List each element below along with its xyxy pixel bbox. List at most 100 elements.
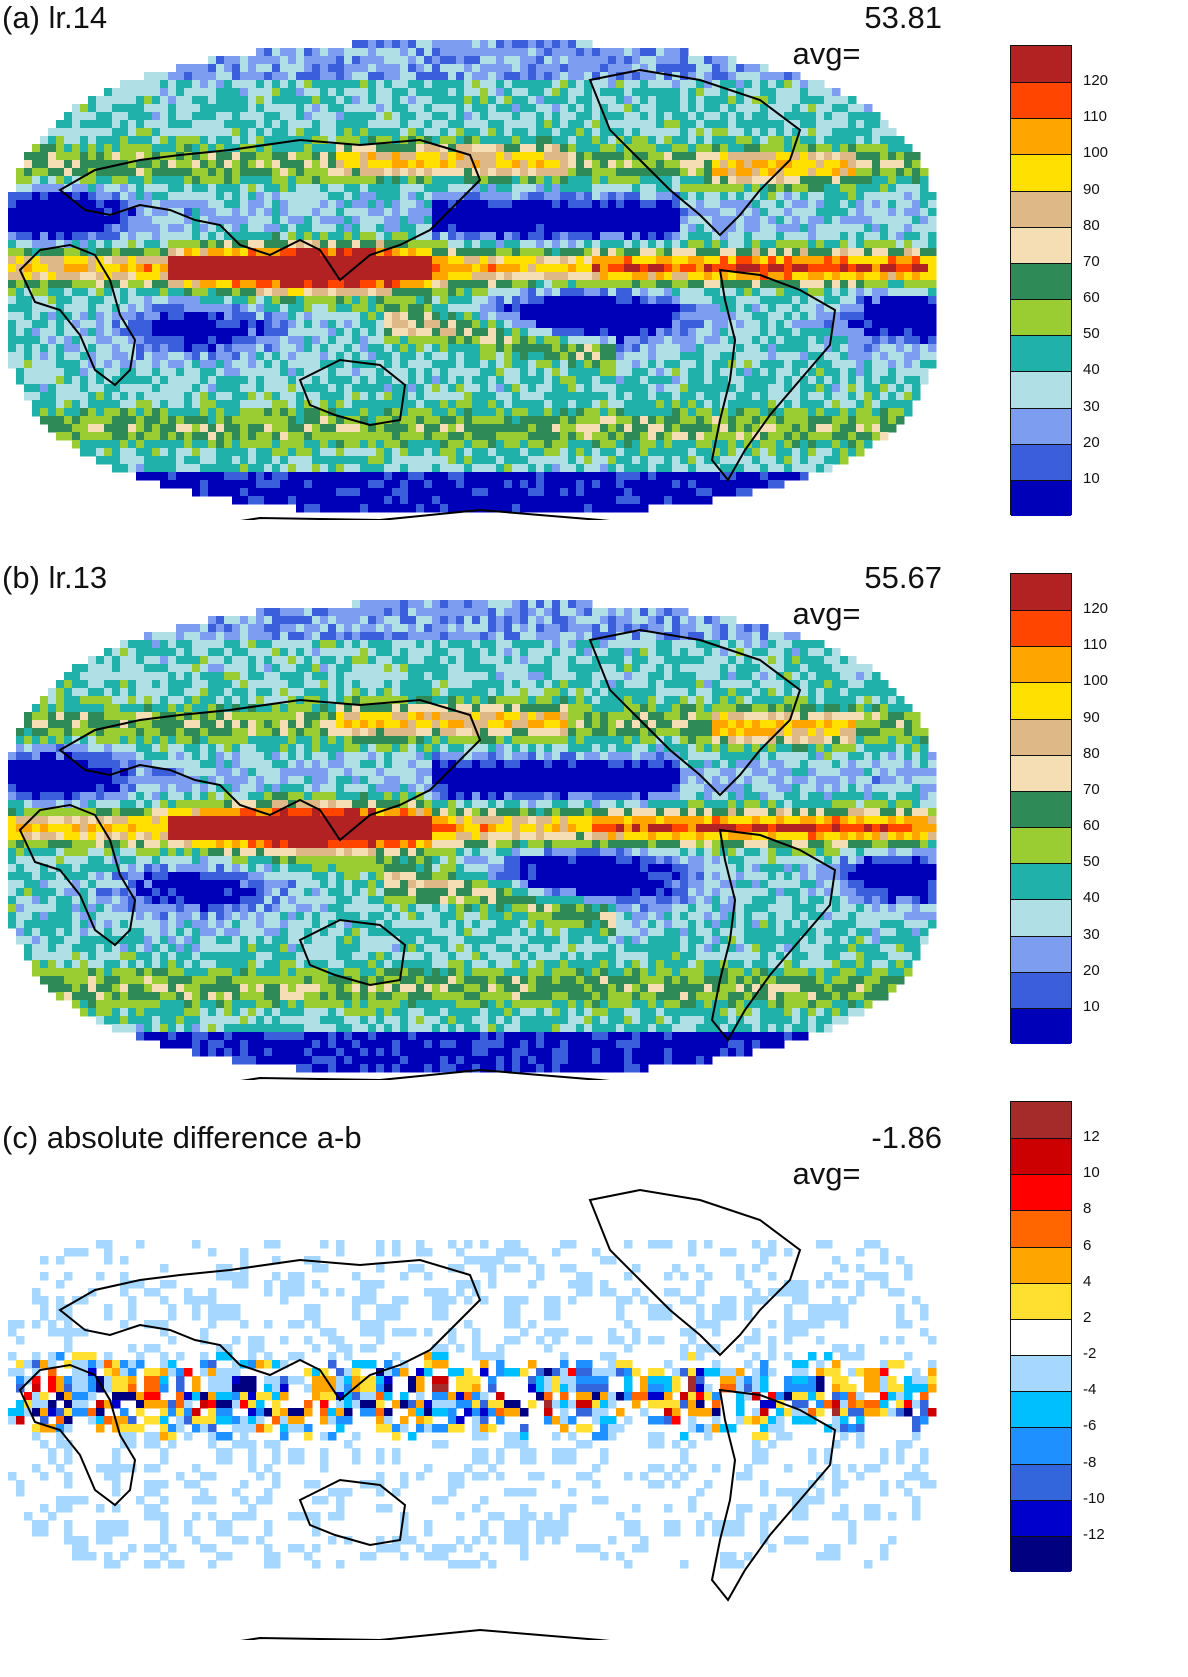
grid-cell <box>96 184 105 193</box>
grid-cell <box>440 200 449 209</box>
grid-cell <box>856 384 865 393</box>
grid-cell <box>320 344 329 353</box>
grid-cell <box>864 136 873 145</box>
grid-cell <box>552 368 561 377</box>
grid-cell <box>352 40 361 49</box>
grid-cell <box>344 136 353 145</box>
grid-cell <box>200 72 209 81</box>
grid-cell <box>720 360 729 369</box>
grid-cell <box>120 200 129 209</box>
grid-cell <box>480 152 489 161</box>
grid-cell <box>648 96 657 105</box>
grid-cell <box>432 264 441 273</box>
grid-cell <box>160 328 169 337</box>
grid-cell <box>768 248 777 257</box>
grid-cell <box>792 336 801 345</box>
grid-cell <box>864 104 873 113</box>
grid-cell <box>832 232 841 241</box>
grid-cell <box>784 360 793 369</box>
grid-cell <box>320 56 329 65</box>
grid-cell <box>552 256 561 265</box>
grid-cell <box>464 248 473 257</box>
grid-cell <box>768 368 777 377</box>
grid-cell <box>256 296 265 305</box>
grid-cell <box>200 112 209 121</box>
grid-cell <box>312 336 321 345</box>
grid-cell <box>664 288 673 297</box>
grid-cell <box>400 48 409 57</box>
grid-cell <box>840 216 849 225</box>
grid-cell <box>912 296 921 305</box>
grid-cell <box>920 168 929 177</box>
grid-cell <box>672 176 681 185</box>
grid-cell <box>552 240 561 249</box>
grid-cell <box>600 344 609 353</box>
grid-cell <box>528 104 537 113</box>
grid-cell <box>528 336 537 345</box>
grid-cell <box>240 216 249 225</box>
grid-cell <box>336 192 345 201</box>
grid-cell <box>272 48 281 57</box>
grid-cell <box>248 208 257 217</box>
grid-cell <box>792 176 801 185</box>
grid-cell <box>544 232 553 241</box>
grid-cell <box>512 192 521 201</box>
grid-cell <box>480 328 489 337</box>
grid-cell <box>232 408 241 417</box>
grid-cell <box>240 256 249 265</box>
grid-cell <box>136 232 145 241</box>
grid-cell <box>352 400 361 409</box>
grid-cell <box>320 80 329 89</box>
grid-cell <box>688 120 697 129</box>
grid-cell <box>208 264 217 273</box>
grid-cell <box>296 296 305 305</box>
grid-cell <box>920 232 929 241</box>
grid-cell <box>376 384 385 393</box>
grid-cell <box>464 144 473 153</box>
grid-cell <box>528 208 537 217</box>
grid-cell <box>832 128 841 137</box>
grid-cell <box>456 408 465 417</box>
grid-cell <box>480 272 489 281</box>
grid-cell <box>720 392 729 401</box>
grid-cell <box>456 192 465 201</box>
grid-cell <box>776 344 785 353</box>
grid-cell <box>528 160 537 169</box>
grid-cell <box>720 304 729 313</box>
grid-cell <box>360 40 369 49</box>
grid-cell <box>840 104 849 113</box>
grid-cell <box>920 208 929 217</box>
grid-cell <box>544 136 553 145</box>
grid-cell <box>752 136 761 145</box>
grid-cell <box>344 320 353 329</box>
grid-cell <box>624 344 633 353</box>
grid-cell <box>424 120 433 129</box>
grid-cell <box>312 248 321 257</box>
grid-cell <box>328 72 337 81</box>
grid-cell <box>368 392 377 401</box>
grid-cell <box>152 256 161 265</box>
grid-cell <box>136 328 145 337</box>
grid-cell <box>816 320 825 329</box>
grid-cell <box>888 328 897 337</box>
grid-cell <box>40 136 49 145</box>
grid-cell <box>224 112 233 121</box>
grid-cell <box>768 320 777 329</box>
grid-cell <box>592 400 601 409</box>
grid-cell <box>240 80 249 89</box>
grid-cell <box>744 320 753 329</box>
grid-cell <box>448 232 457 241</box>
grid-cell <box>232 176 241 185</box>
grid-cell <box>504 56 513 65</box>
grid-cell <box>680 400 689 409</box>
grid-cell <box>640 56 649 65</box>
grid-cell <box>640 216 649 225</box>
grid-cell <box>912 328 921 337</box>
grid-cell <box>176 112 185 121</box>
grid-cell <box>384 144 393 153</box>
grid-cell <box>888 344 897 353</box>
grid-cell <box>512 392 521 401</box>
grid-cell <box>296 96 305 105</box>
grid-cell <box>760 240 769 249</box>
grid-cell <box>672 304 681 313</box>
